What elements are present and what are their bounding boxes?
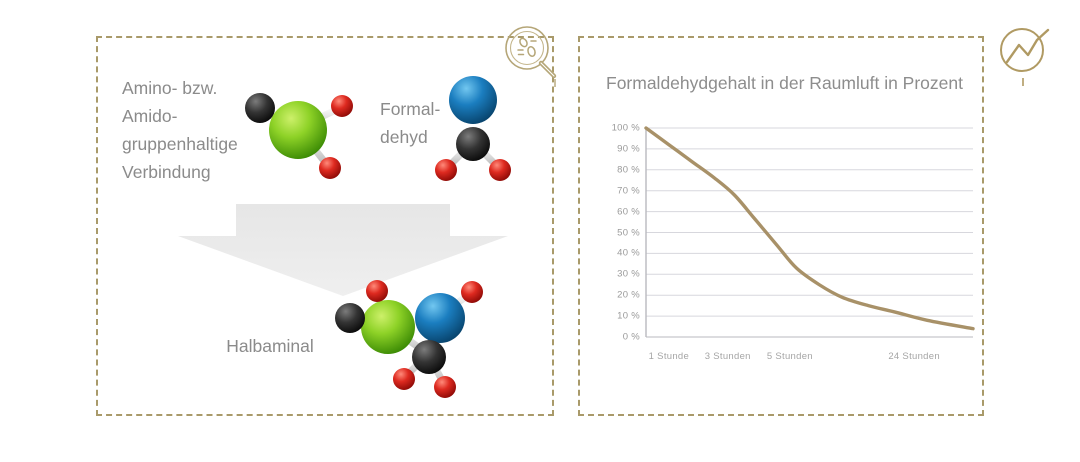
data-line [644, 126, 975, 331]
reactant-label: Amino- bzw. Amido- gruppenhaltige Verbin… [122, 74, 302, 186]
amino-compound-molecule [232, 78, 362, 188]
y-axis-tick-label: 0 % [622, 331, 640, 343]
reactant-label-line-3: gruppenhaltige [122, 134, 238, 154]
formaldehyde-molecule [432, 70, 514, 186]
reactant-label-line-4: Verbindung [122, 162, 211, 182]
x-axis-tick-label: 3 Stunden [704, 351, 751, 362]
y-axis-tick-label: 90 % [617, 143, 640, 155]
trend-chart-circle-icon [992, 22, 1058, 88]
y-axis-tick-label: 80 % [617, 164, 640, 176]
y-axis-tick-label: 30 % [617, 268, 640, 280]
line-chart: 100 % 90 % 80 % 70 % 60 % 50 % 40 % 30 % 20 % 10 … [600, 118, 984, 373]
y-axis-tick-label: 20 % [617, 289, 640, 301]
formaldehyde-label: Formal- dehyd [380, 95, 470, 151]
x-axis-tick-label: 24 Stunden [888, 351, 940, 362]
reactant-label-line-1: Amino- bzw. [122, 78, 218, 98]
x-axis-tick-label: 1 Stunde [648, 351, 690, 362]
reactant-label-line-2: Amido- [122, 106, 178, 126]
chart-title: Formaldehydgehalt in der Raumluft in Pro… [606, 73, 963, 93]
y-axis-tick-label: 100 % [611, 122, 640, 134]
reaction-panel [96, 36, 554, 416]
y-axis-tick-label: 40 % [617, 247, 640, 259]
y-axis-tick-label: 50 % [617, 227, 640, 238]
y-axis-tick-label: 10 % [617, 310, 640, 322]
y-axis-tick-label: 60 % [617, 206, 640, 218]
chart-panel [578, 36, 984, 416]
formaldehyde-label-line-1: Formal- [380, 99, 441, 119]
chart-svg [644, 126, 975, 338]
magnifier-molecules-icon [500, 22, 566, 88]
x-axis-tick-label: 5 Stunden [766, 351, 813, 362]
halbaminal-molecule [324, 272, 504, 402]
y-axis-tick-label: 70 % [617, 185, 640, 197]
down-arrow-icon [178, 204, 508, 296]
formaldehyde-label-line-2: dehyd [380, 127, 428, 147]
product-label: Halbaminal [226, 336, 314, 356]
